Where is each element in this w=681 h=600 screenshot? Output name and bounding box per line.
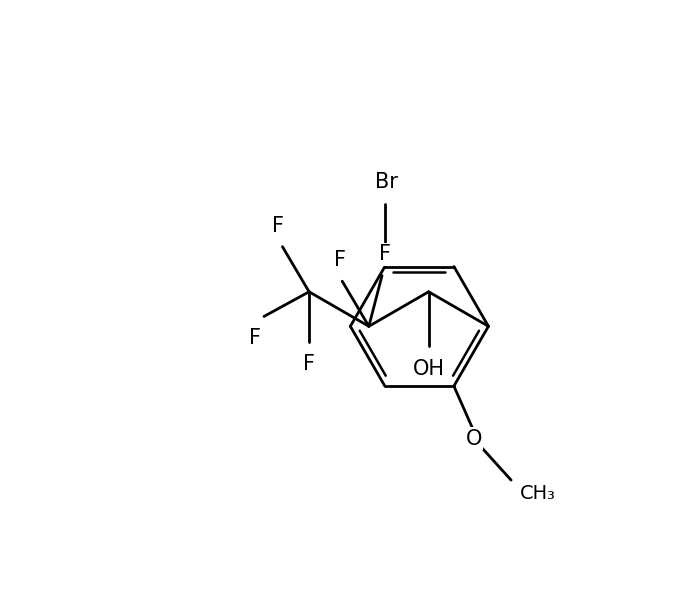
Text: Br: Br xyxy=(375,172,398,192)
Text: F: F xyxy=(334,250,345,270)
Text: F: F xyxy=(272,215,284,236)
Text: CH₃: CH₃ xyxy=(520,484,556,503)
Text: F: F xyxy=(249,328,262,347)
Text: OH: OH xyxy=(413,359,445,379)
Text: F: F xyxy=(379,244,391,265)
Text: O: O xyxy=(465,428,482,449)
Text: F: F xyxy=(303,354,315,374)
